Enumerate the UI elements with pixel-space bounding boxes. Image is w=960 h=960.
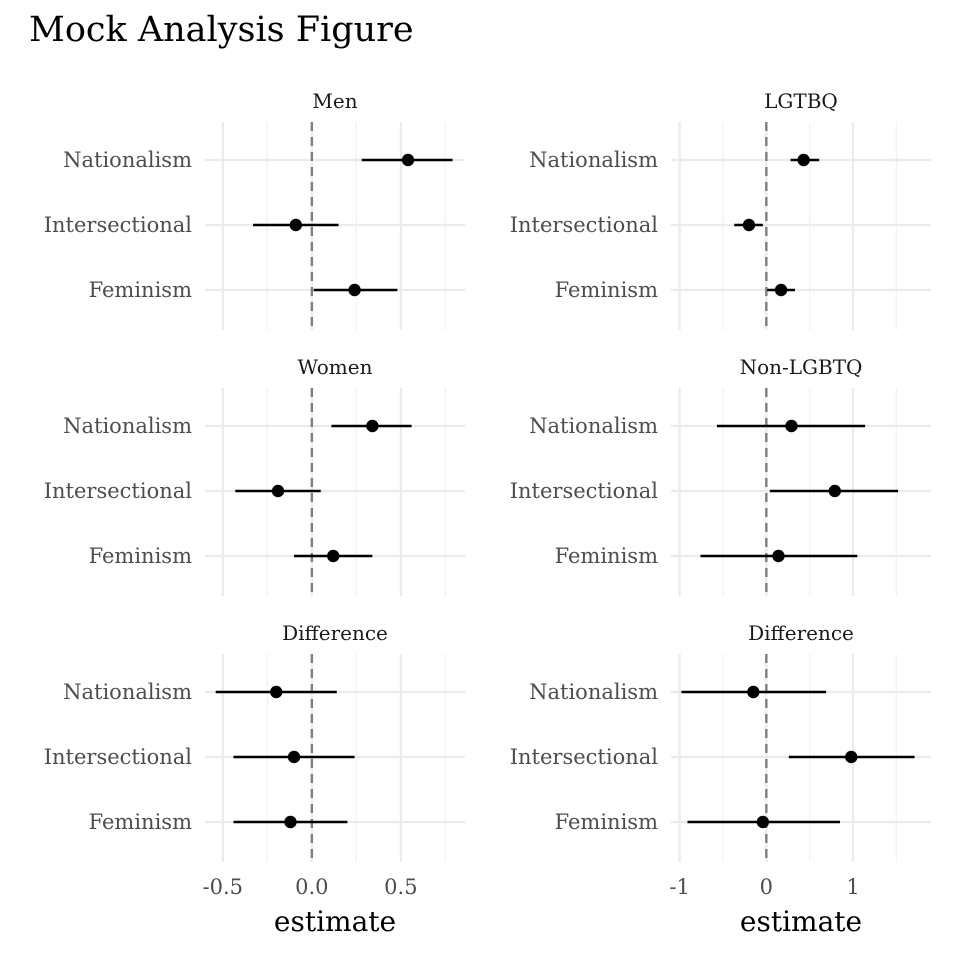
point-estimate [774,283,788,297]
x-tick-label: 0.0 [295,875,328,899]
y-tick-label: Feminism [555,278,658,302]
y-tick-label: Nationalism [63,414,192,438]
point-estimate [785,419,798,433]
y-tick-label: Nationalism [529,680,658,704]
panel-1: Men Nationalism Intersectional Feminism [44,89,465,330]
y-tick-label: Feminism [555,810,658,834]
x-tick-label: 0 [760,875,773,899]
point-estimate [284,815,297,829]
x-tick-label: -1 [669,875,689,899]
point-estimate [366,419,379,433]
panels: MenNationalismIntersectionalFeminismLGTB… [44,89,931,938]
panel-title: Non-LGBTQ [740,355,863,379]
panel-3: Women Nationalism Intersectional Feminism [44,355,465,596]
point-estimate [289,218,303,232]
x-tick-label: 0.5 [384,875,417,899]
panel-6: Difference Nationalism Intersectional Femin… [510,621,931,938]
point-estimate [797,153,810,167]
y-tick-label: Nationalism [529,414,658,438]
x-tick-label: 1 [846,875,859,899]
y-tick-label: Nationalism [63,148,192,172]
y-tick-label: Intersectional [510,745,659,769]
point-estimate [742,218,756,232]
y-tick-label: Intersectional [44,479,193,503]
panel-title: Difference [748,621,854,645]
panel-2: LGTBQ Nationalism Intersectional Feminism [510,89,931,330]
y-tick-label: Intersectional [44,745,193,769]
point-estimate [828,484,841,498]
x-axis-title: estimate [740,905,862,938]
y-tick-label: Feminism [89,544,192,568]
y-tick-label: Intersectional [510,479,659,503]
panel-title: Women [298,355,373,379]
point-estimate [845,750,858,764]
panel-5: Difference Nationalism Intersectional Femin… [44,621,465,938]
y-tick-label: Nationalism [529,148,658,172]
y-tick-label: Feminism [89,810,192,834]
panel-title: LGTBQ [764,89,838,113]
y-tick-label: Nationalism [63,680,192,704]
point-estimate [772,549,785,563]
point-estimate [747,685,760,699]
panel-title: Difference [282,621,388,645]
panel-4: Non-LGBTQ Nationalism Intersectional Femini… [510,355,931,596]
y-tick-label: Intersectional [510,213,659,237]
x-tick-label: -0.5 [203,875,244,899]
point-estimate [271,484,285,498]
point-estimate [401,153,415,167]
panel-title: Men [312,89,357,113]
point-estimate [270,685,283,699]
y-tick-label: Feminism [89,278,192,302]
point-estimate [327,549,340,563]
point-estimate [287,750,301,764]
x-axis-title: estimate [274,905,396,938]
y-tick-label: Intersectional [44,213,193,237]
figure-title: Mock Analysis Figure [29,10,414,50]
point-estimate [756,815,770,829]
y-tick-label: Feminism [555,544,658,568]
point-estimate [348,283,361,297]
